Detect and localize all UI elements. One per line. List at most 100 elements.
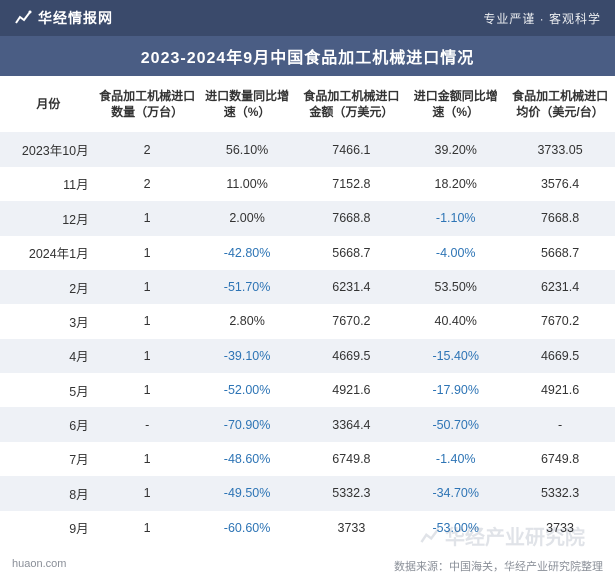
table-cell: 3576.4 <box>505 167 615 201</box>
table-cell: -52.00% <box>198 373 297 407</box>
table-cell: -4.00% <box>406 236 505 270</box>
table-row: 4月1-39.10%4669.5-15.40%4669.5 <box>0 339 615 373</box>
table-cell: -51.70% <box>198 270 297 304</box>
table-row: 3月12.80%7670.240.40%7670.2 <box>0 304 615 338</box>
data-table: 月份食品加工机械进口数量（万台）进口数量同比增速（%）食品加工机械进口金额（万美… <box>0 76 615 545</box>
table-cell: 2月 <box>0 270 97 304</box>
column-header: 进口数量同比增速（%） <box>198 76 297 132</box>
table-cell: 1 <box>97 270 198 304</box>
table-cell: 7152.8 <box>297 167 407 201</box>
table-cell: 7668.8 <box>297 201 407 235</box>
table-cell: 6231.4 <box>505 270 615 304</box>
header-bar: 华经情报网 专业严谨 · 客观科学 <box>0 0 615 36</box>
table-cell: 1 <box>97 511 198 545</box>
table-cell: 11.00% <box>198 167 297 201</box>
table-cell: - <box>97 407 198 441</box>
table-row: 9月1-60.60%3733-53.00%3733 <box>0 511 615 545</box>
table-cell: 5668.7 <box>297 236 407 270</box>
table-cell: 8月 <box>0 476 97 510</box>
table-cell: 2 <box>97 132 198 166</box>
table-cell: 7月 <box>0 442 97 476</box>
brand-logo-icon <box>14 9 32 27</box>
table-cell: -15.40% <box>406 339 505 373</box>
footer: huaon.com 数据来源：中国海关，华经产业研究院整理 <box>0 558 615 574</box>
table-cell: 4921.6 <box>297 373 407 407</box>
table-cell: 6749.8 <box>297 442 407 476</box>
table-cell: -39.10% <box>198 339 297 373</box>
table-cell: 5月 <box>0 373 97 407</box>
table-cell: 4月 <box>0 339 97 373</box>
table-cell: 7670.2 <box>297 304 407 338</box>
table-cell: 7466.1 <box>297 132 407 166</box>
table-cell: 3733.05 <box>505 132 615 166</box>
table-cell: 1 <box>97 304 198 338</box>
table-cell: 6月 <box>0 407 97 441</box>
table-cell: 7668.8 <box>505 201 615 235</box>
table-row: 6月--70.90%3364.4-50.70%- <box>0 407 615 441</box>
table-cell: 3364.4 <box>297 407 407 441</box>
table-cell: 1 <box>97 339 198 373</box>
table-cell: 2023年10月 <box>0 132 97 166</box>
table-cell: 1 <box>97 442 198 476</box>
table-cell: 3733 <box>505 511 615 545</box>
data-table-wrap: 月份食品加工机械进口数量（万台）进口数量同比增速（%）食品加工机械进口金额（万美… <box>0 76 615 545</box>
page-title: 2023-2024年9月中国食品加工机械进口情况 <box>0 36 615 76</box>
table-cell: 12月 <box>0 201 97 235</box>
table-cell: 4669.5 <box>297 339 407 373</box>
table-row: 5月1-52.00%4921.6-17.90%4921.6 <box>0 373 615 407</box>
table-row: 7月1-48.60%6749.8-1.40%6749.8 <box>0 442 615 476</box>
table-cell: 1 <box>97 476 198 510</box>
table-cell: 2.00% <box>198 201 297 235</box>
table-cell: 4669.5 <box>505 339 615 373</box>
brand: 华经情报网 <box>14 8 113 28</box>
table-row: 2月1-51.70%6231.453.50%6231.4 <box>0 270 615 304</box>
table-cell: 7670.2 <box>505 304 615 338</box>
table-cell: - <box>505 407 615 441</box>
table-cell: -53.00% <box>406 511 505 545</box>
table-cell: 5668.7 <box>505 236 615 270</box>
column-header: 月份 <box>0 76 97 132</box>
table-cell: -70.90% <box>198 407 297 441</box>
column-header: 进口金额同比增速（%） <box>406 76 505 132</box>
table-cell: -17.90% <box>406 373 505 407</box>
table-cell: 2.80% <box>198 304 297 338</box>
table-cell: 2024年1月 <box>0 236 97 270</box>
table-cell: 1 <box>97 201 198 235</box>
footer-left: huaon.com <box>12 558 66 574</box>
table-cell: 40.40% <box>406 304 505 338</box>
table-cell: -50.70% <box>406 407 505 441</box>
table-cell: 3月 <box>0 304 97 338</box>
table-cell: 9月 <box>0 511 97 545</box>
table-cell: 18.20% <box>406 167 505 201</box>
tagline: 专业严谨 · 客观科学 <box>483 10 601 27</box>
table-row: 2024年1月1-42.80%5668.7-4.00%5668.7 <box>0 236 615 270</box>
table-cell: -42.80% <box>198 236 297 270</box>
table-cell: 5332.3 <box>505 476 615 510</box>
table-head: 月份食品加工机械进口数量（万台）进口数量同比增速（%）食品加工机械进口金额（万美… <box>0 76 615 132</box>
table-body: 2023年10月256.10%7466.139.20%3733.0511月211… <box>0 132 615 545</box>
table-cell: 1 <box>97 236 198 270</box>
table-row: 2023年10月256.10%7466.139.20%3733.05 <box>0 132 615 166</box>
column-header: 食品加工机械进口数量（万台） <box>97 76 198 132</box>
table-cell: 4921.6 <box>505 373 615 407</box>
table-cell: 2 <box>97 167 198 201</box>
column-header: 食品加工机械进口金额（万美元） <box>297 76 407 132</box>
table-cell: 5332.3 <box>297 476 407 510</box>
table-row: 8月1-49.50%5332.3-34.70%5332.3 <box>0 476 615 510</box>
table-cell: 6231.4 <box>297 270 407 304</box>
footer-right: 数据来源：中国海关，华经产业研究院整理 <box>394 558 603 574</box>
table-cell: -1.10% <box>406 201 505 235</box>
table-cell: 6749.8 <box>505 442 615 476</box>
table-cell: 3733 <box>297 511 407 545</box>
brand-text: 华经情报网 <box>38 8 113 28</box>
table-cell: -34.70% <box>406 476 505 510</box>
table-cell: 1 <box>97 373 198 407</box>
table-cell: 56.10% <box>198 132 297 166</box>
table-cell: 39.20% <box>406 132 505 166</box>
table-cell: -60.60% <box>198 511 297 545</box>
column-header: 食品加工机械进口均价（美元/台） <box>505 76 615 132</box>
table-cell: 11月 <box>0 167 97 201</box>
table-row: 11月211.00%7152.818.20%3576.4 <box>0 167 615 201</box>
table-cell: 53.50% <box>406 270 505 304</box>
table-row: 12月12.00%7668.8-1.10%7668.8 <box>0 201 615 235</box>
